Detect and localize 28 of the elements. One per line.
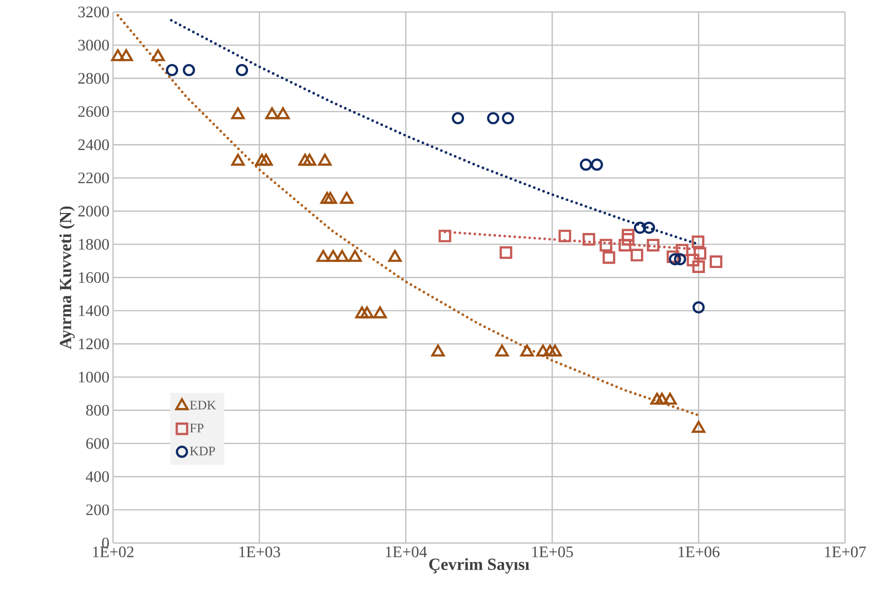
y-tick-label: 1800: [79, 238, 109, 250]
y-tick-label: 3000: [78, 40, 109, 51]
x-tick-label: 1E+04: [386, 546, 427, 558]
y-tick-label: 600: [86, 438, 109, 449]
y-tick-label: 800: [86, 404, 109, 416]
x-tick-label: 1E+05: [532, 546, 573, 558]
x-axis-title: Çevrim Sayısı: [429, 558, 530, 574]
legend-label: EDK: [190, 400, 216, 410]
y-tick-label: 2800: [78, 73, 109, 84]
y-tick-label: 1600: [79, 272, 109, 283]
x-tick-label: 1E+07: [825, 546, 866, 558]
y-tick-label: 1200: [79, 338, 109, 350]
y-tick-label: 2200: [78, 172, 109, 184]
x-tick-label: 1E+03: [239, 546, 280, 558]
y-tick-label: 1000: [79, 372, 109, 382]
y-axis-title: Ayırma Kuvveti (N): [59, 206, 75, 350]
legend-label: KDP: [190, 446, 215, 456]
x-tick-label: 1E+02: [93, 546, 134, 558]
y-tick-label: 200: [86, 504, 109, 516]
y-tick-label: 0: [102, 538, 109, 548]
y-tick-label: 400: [86, 471, 109, 482]
y-tick-label: 2000: [78, 206, 109, 216]
y-tick-label: 1400: [79, 305, 109, 316]
legend-label: FP: [190, 424, 204, 432]
y-tick-label: 2400: [78, 139, 109, 150]
y-tick-label: 3200: [78, 6, 109, 18]
y-tick-label: 2600: [78, 106, 109, 117]
x-tick-label: 1E+06: [678, 546, 720, 558]
